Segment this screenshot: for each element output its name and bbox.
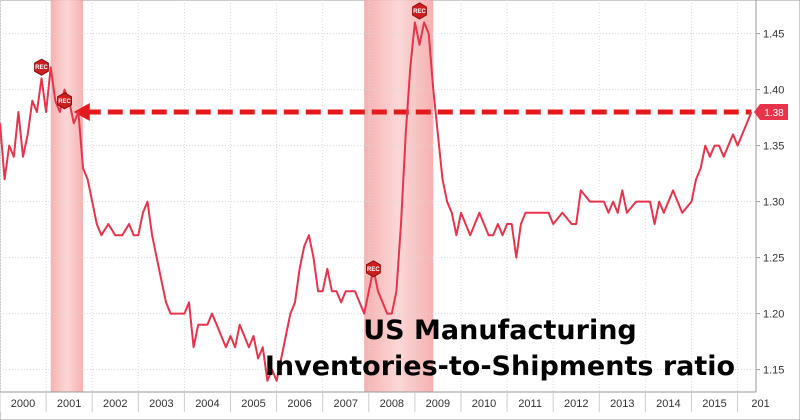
recession-marker-label: REC [58, 99, 71, 105]
y-tick-label: 1.20 [763, 309, 784, 321]
last-value-badge: 1.38 [754, 104, 788, 120]
recession-marker: REC [366, 260, 381, 278]
x-tick-label: 2015 [702, 398, 726, 410]
reference-arrowhead [73, 103, 90, 121]
y-tick-label: 1.35 [763, 141, 784, 153]
reference-line-group [73, 103, 752, 121]
recession-marker-label: REC [35, 65, 48, 71]
x-tick-label: 2008 [380, 398, 404, 410]
y-tick-label: 1.40 [763, 85, 784, 97]
x-tick-label: 2014 [656, 398, 680, 410]
title-group: US Manufacturing Inventories-to-Shipment… [265, 315, 735, 382]
x-tick-label: 2010 [472, 398, 496, 410]
x-tick-label: 2009 [426, 398, 450, 410]
recession-marker-group: REC REC REC REC [34, 2, 427, 278]
grid [0, 0, 756, 392]
recession-band [50, 0, 83, 392]
x-tick-label: 2011 [518, 398, 542, 410]
y-tick-label: 1.25 [763, 253, 784, 265]
series-group: 1.38 [0, 21, 788, 382]
recession-marker: REC [412, 2, 427, 20]
x-tick-label: 2007 [333, 398, 357, 410]
axes: 1.15 1.20 1.25 1.30 1.35 1.40 1.45 2000 2001 2002… [0, 0, 784, 412]
x-tick-label: 2013 [610, 398, 634, 410]
y-tick-label: 1.45 [763, 29, 784, 41]
x-tick-label: 2006 [287, 398, 311, 410]
x-tick-label: 2002 [103, 398, 127, 410]
x-tick-label: 2012 [564, 398, 588, 410]
x-tick-label: 2000 [11, 398, 35, 410]
x-tick-label: 2003 [149, 398, 173, 410]
y-tick-label: 1.30 [763, 197, 784, 209]
recession-band [364, 0, 434, 392]
recession-marker: REC [57, 92, 72, 110]
y-tick-label: 1.15 [763, 365, 784, 377]
chart-title-line-1: US Manufacturing [363, 315, 637, 346]
recession-marker-label: REC [367, 267, 380, 273]
x-tick-label: 2004 [195, 398, 219, 410]
series-line [0, 21, 753, 382]
x-tick-label: 2005 [241, 398, 265, 410]
chart-title-line-2: Inventories-to-Shipments ratio [265, 351, 735, 382]
recession-marker-label: REC [413, 9, 426, 15]
x-tick-label: 201 [751, 398, 769, 410]
recession-marker: REC [34, 58, 49, 76]
x-tick-label: 2001 [57, 398, 81, 410]
recession-bands [50, 0, 434, 392]
last-value-label: 1.38 [764, 108, 784, 119]
